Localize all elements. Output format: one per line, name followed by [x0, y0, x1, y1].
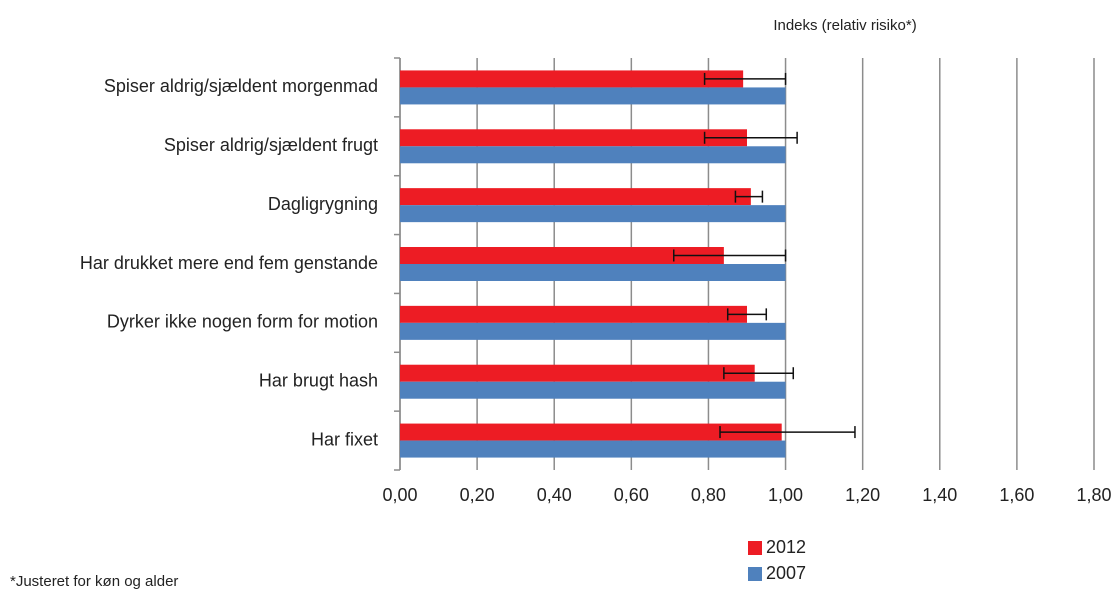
x-tick-label: 1,40 — [922, 485, 957, 505]
x-tick-label: 1,20 — [845, 485, 880, 505]
bar — [400, 381, 786, 399]
axis-title: Indeks (relativ risiko*) — [773, 17, 916, 34]
legend-label: 2012 — [766, 537, 806, 557]
error-bar — [719, 426, 856, 439]
x-tick-label: 0,60 — [614, 485, 649, 505]
bar — [400, 87, 786, 105]
bar — [400, 423, 782, 441]
error-bar — [703, 72, 787, 85]
footnote: *Justeret for køn og alder — [10, 573, 178, 590]
legend-swatch — [748, 541, 762, 555]
y-tick-label: Dyrker ikke nogen form for motion — [107, 312, 378, 332]
bar — [400, 247, 724, 264]
bar — [400, 205, 786, 223]
error-bar — [703, 131, 798, 144]
legend-label: 2007 — [766, 563, 806, 583]
bar — [400, 364, 755, 382]
y-tick-label: Spiser aldrig/sjældent morgenmad — [104, 76, 378, 96]
bar — [400, 440, 786, 458]
x-tick-label: 0,80 — [691, 485, 726, 505]
y-tick-label: Har fixet — [311, 429, 378, 449]
x-tick-label: 0,20 — [460, 485, 495, 505]
error-bar — [672, 249, 787, 262]
x-tick-label: 1,80 — [1076, 485, 1111, 505]
bar — [400, 264, 786, 281]
legend-swatch — [748, 567, 762, 581]
bar — [400, 305, 747, 323]
error-bar — [726, 308, 768, 321]
y-tick-label: Har drukket mere end fem genstande — [80, 253, 378, 273]
y-tick-label: Dagligrygning — [268, 194, 378, 214]
bar — [400, 322, 786, 340]
y-tick-label: Har brugt hash — [259, 370, 378, 390]
error-bar — [723, 367, 795, 380]
x-tick-label: 0,40 — [537, 485, 572, 505]
x-tick-label: 0,00 — [382, 485, 417, 505]
x-tick-label: 1,60 — [999, 485, 1034, 505]
x-tick-label: 1,00 — [768, 485, 803, 505]
bar — [400, 188, 751, 206]
bar — [400, 70, 744, 88]
y-tick-label: Spiser aldrig/sjældent frugt — [164, 135, 378, 155]
bar — [400, 146, 786, 164]
bar — [400, 129, 747, 147]
error-bar — [734, 190, 764, 203]
